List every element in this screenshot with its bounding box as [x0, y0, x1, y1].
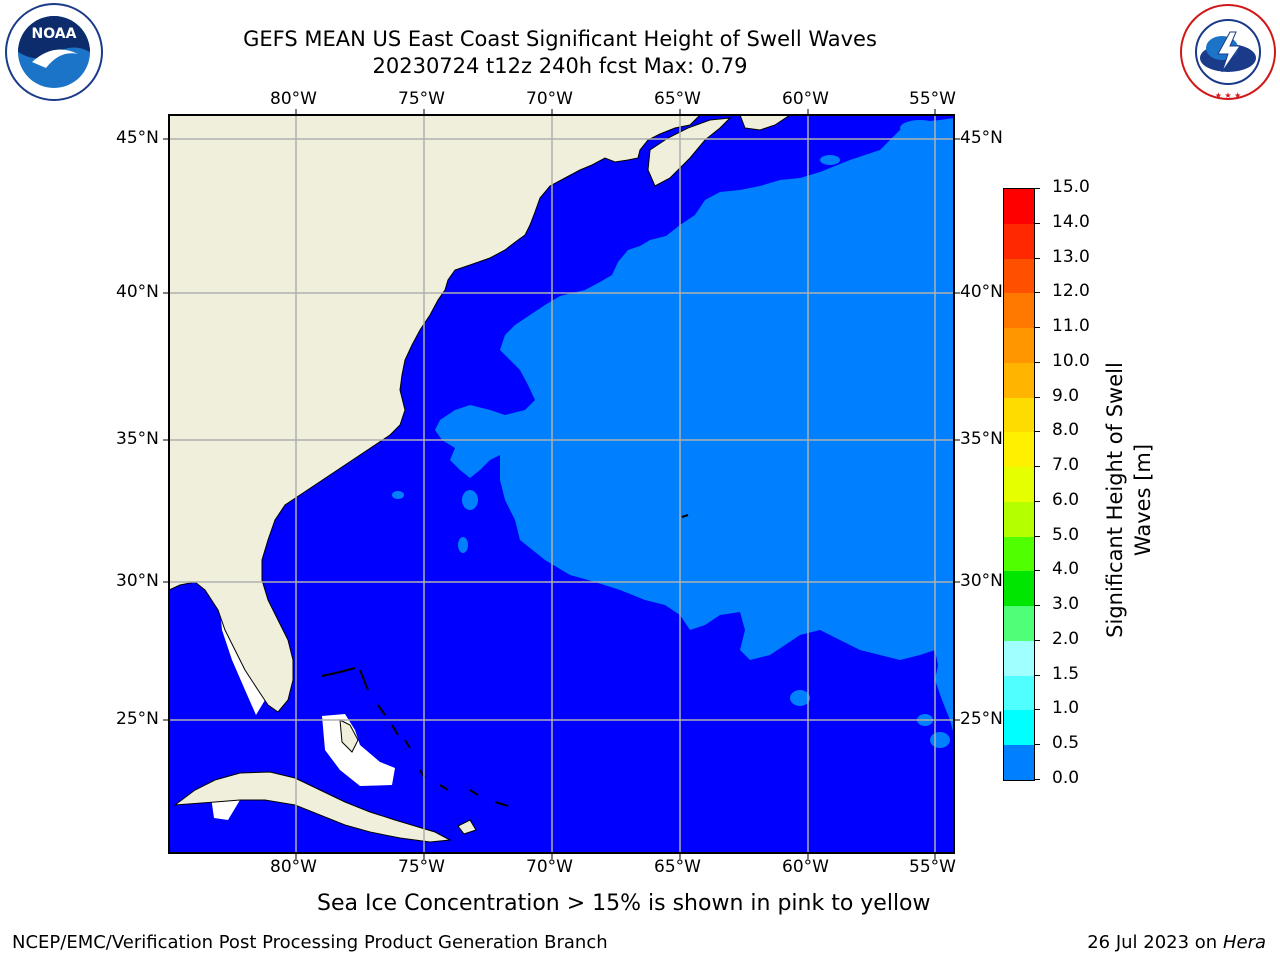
colorbar-tick-label: 13.0 — [1052, 246, 1090, 267]
colorbar-segment — [1004, 571, 1034, 607]
bahamas-islands — [321, 514, 689, 807]
colorbar-segment — [1004, 675, 1034, 711]
colorbar-tick-label: 8.0 — [1052, 420, 1080, 441]
colorbar-tick — [1034, 396, 1040, 398]
svg-text:★ ★ ★: ★ ★ ★ — [1215, 91, 1242, 100]
no-data-region — [322, 714, 395, 786]
lat-label-left: 35°N — [116, 429, 159, 449]
lat-label-right: 30°N — [960, 571, 1003, 591]
colorbar-tick-label: 6.0 — [1052, 489, 1080, 510]
colorbar-segment — [1004, 501, 1034, 537]
colorbar-tick-label: 1.5 — [1052, 663, 1080, 684]
colorbar-tick — [1034, 292, 1040, 294]
chart-subtitle: 20230724 t12z 240h fcst Max: 0.79 — [372, 54, 748, 78]
sea-ice-caption: Sea Ice Concentration > 15% is shown in … — [317, 891, 931, 916]
map-frame — [168, 114, 955, 854]
lon-label-top: 60°W — [782, 89, 829, 109]
lon-label-bottom: 65°W — [654, 857, 701, 877]
colorbar — [1003, 188, 1035, 781]
footer-host: Hera — [1222, 932, 1266, 953]
footer-right: 26 Jul 2023 on Hera — [1087, 932, 1266, 953]
lat-label-right: 40°N — [960, 282, 1003, 302]
colorbar-segment — [1004, 432, 1034, 468]
colorbar-tick — [1034, 674, 1040, 676]
lat-label-left: 40°N — [116, 282, 159, 302]
lon-label-top: 70°W — [526, 89, 573, 109]
colorbar-tick — [1034, 570, 1040, 572]
colorbar-tick-label: 2.0 — [1052, 628, 1080, 649]
colorbar-tick-label: 14.0 — [1052, 211, 1090, 232]
colorbar-segment — [1004, 362, 1034, 398]
colorbar-tick — [1034, 431, 1040, 433]
colorbar-tick-label: 3.0 — [1052, 594, 1080, 615]
lon-label-top: 75°W — [398, 89, 445, 109]
colorbar-tick-label: 10.0 — [1052, 350, 1090, 371]
colorbar-segment — [1004, 189, 1034, 224]
noaa-logo-text: NOAA — [32, 26, 77, 42]
colorbar-segment — [1004, 745, 1034, 781]
colorbar-tick — [1034, 535, 1040, 537]
lon-label-bottom: 70°W — [526, 857, 573, 877]
colorbar-tick-label: 7.0 — [1052, 455, 1080, 476]
colorbar-segment — [1004, 536, 1034, 572]
colorbar-segment — [1004, 710, 1034, 746]
colorbar-tick — [1034, 361, 1040, 363]
lon-label-top: 80°W — [270, 89, 317, 109]
colorbar-tick-label: 1.0 — [1052, 698, 1080, 719]
colorbar-tick — [1034, 639, 1040, 641]
colorbar-tick — [1034, 744, 1040, 746]
lat-label-left: 30°N — [116, 571, 159, 591]
colorbar-segment — [1004, 397, 1034, 433]
colorbar-segment — [1004, 606, 1034, 642]
lon-label-top: 55°W — [909, 89, 956, 109]
colorbar-tick — [1034, 709, 1040, 711]
colorbar-tick-label: 11.0 — [1052, 316, 1090, 337]
colorbar-segment — [1004, 258, 1034, 294]
colorbar-tick-label: 0.5 — [1052, 733, 1080, 754]
colorbar-tick — [1034, 188, 1040, 189]
colorbar-tick-label: 5.0 — [1052, 524, 1080, 545]
map-ticks — [163, 109, 960, 859]
colorbar-tick-label: 0.0 — [1052, 768, 1080, 788]
lon-label-bottom: 60°W — [782, 857, 829, 877]
land-nova-scotia — [647, 117, 732, 187]
nws-logo: ★ ★ ★ — [1180, 4, 1276, 100]
lon-label-top: 65°W — [654, 89, 701, 109]
lon-label-bottom: 80°W — [270, 857, 317, 877]
lon-label-bottom: 75°W — [398, 857, 445, 877]
lat-label-left: 45°N — [116, 128, 159, 148]
lon-label-bottom: 55°W — [909, 857, 956, 877]
noaa-logo: NOAA — [5, 3, 103, 101]
colorbar-segment — [1004, 223, 1034, 259]
lat-label-right: 45°N — [960, 128, 1003, 148]
colorbar-tick-label: 4.0 — [1052, 559, 1080, 580]
lat-label-right: 35°N — [960, 429, 1003, 449]
chart-title: GEFS MEAN US East Coast Significant Heig… — [243, 27, 877, 51]
land-cuba — [173, 771, 452, 843]
colorbar-tick — [1034, 327, 1040, 329]
lat-label-left: 25°N — [116, 709, 159, 729]
lat-label-right: 25°N — [960, 709, 1003, 729]
footer-date: 26 Jul 2023 on — [1087, 932, 1223, 953]
footer-left: NCEP/EMC/Verification Post Processing Pr… — [12, 932, 608, 953]
colorbar-segment — [1004, 467, 1034, 503]
map-graticule — [169, 115, 954, 853]
colorbar-segment — [1004, 328, 1034, 364]
land-north-america — [169, 115, 701, 713]
ocean-mid-swell-region — [435, 118, 954, 735]
colorbar-title: Significant Height of Swell Waves [m] — [1103, 362, 1155, 638]
colorbar-tick-label: 9.0 — [1052, 385, 1080, 406]
colorbar-tick-label: 12.0 — [1052, 281, 1090, 302]
colorbar-tick — [1034, 257, 1040, 259]
colorbar-tick — [1034, 779, 1040, 780]
colorbar-tick — [1034, 605, 1040, 607]
colorbar-segment — [1004, 293, 1034, 329]
colorbar-tick — [1034, 222, 1040, 224]
colorbar-tick — [1034, 466, 1040, 468]
colorbar-tick-label: 15.0 — [1052, 177, 1090, 197]
colorbar-tick — [1034, 500, 1040, 502]
colorbar-segment — [1004, 640, 1034, 676]
